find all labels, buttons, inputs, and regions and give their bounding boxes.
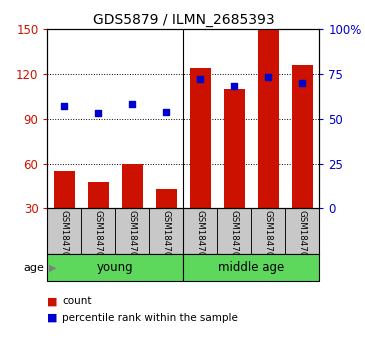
Text: GSM1847068: GSM1847068 [94, 210, 103, 268]
Bar [156, 189, 177, 208]
Bar [251, 208, 285, 254]
Bar [224, 89, 245, 208]
Bar [190, 68, 211, 208]
Point [231, 83, 237, 89]
Bar [54, 171, 74, 208]
Text: count: count [62, 296, 92, 306]
Bar [47, 208, 81, 254]
Text: GSM1847063: GSM1847063 [196, 210, 205, 268]
Text: GSM1847065: GSM1847065 [264, 210, 273, 268]
Title: GDS5879 / ILMN_2685393: GDS5879 / ILMN_2685393 [93, 13, 274, 26]
Text: ■: ■ [47, 313, 58, 323]
Bar [292, 65, 312, 208]
Point [265, 74, 271, 80]
Bar [122, 164, 143, 208]
Text: GSM1847069: GSM1847069 [128, 210, 137, 268]
Text: GSM1847070: GSM1847070 [162, 210, 171, 268]
Bar [184, 208, 218, 254]
Point [197, 76, 203, 82]
Bar [81, 208, 115, 254]
Bar [285, 208, 319, 254]
Point [62, 103, 68, 109]
Point [299, 80, 305, 86]
Bar [149, 208, 183, 254]
Text: GSM1847067: GSM1847067 [60, 210, 69, 268]
Text: middle age: middle age [218, 261, 285, 274]
Point [96, 110, 101, 116]
Text: ■: ■ [47, 296, 58, 306]
Bar [88, 182, 109, 208]
Text: GSM1847064: GSM1847064 [230, 210, 239, 268]
Bar [258, 29, 278, 208]
Text: ▶: ▶ [49, 263, 57, 273]
Bar [115, 208, 149, 254]
Bar [218, 208, 251, 254]
Point [130, 102, 135, 107]
Point [164, 109, 169, 114]
Text: GSM1847066: GSM1847066 [298, 210, 307, 268]
Text: percentile rank within the sample: percentile rank within the sample [62, 313, 238, 323]
Text: young: young [97, 261, 134, 274]
Text: age: age [23, 263, 44, 273]
